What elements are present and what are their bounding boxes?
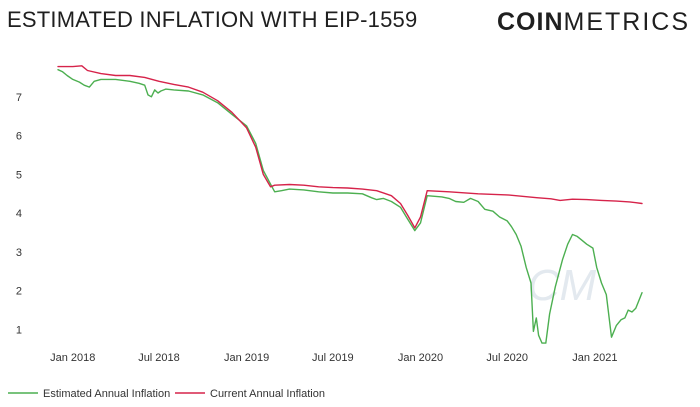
y-axis: 1 2 3 4 5 6 7 (16, 92, 22, 337)
y-tick-label: 3 (16, 247, 22, 259)
legend-label: Current Annual Inflation (210, 388, 325, 400)
y-tick-label: 4 (16, 208, 22, 220)
y-tick-label: 5 (16, 169, 22, 181)
legend: Estimated Annual Inflation Current Annual… (8, 388, 325, 400)
watermark: CM (528, 261, 597, 310)
x-tick-label: Jul 2020 (486, 352, 528, 364)
y-tick-label: 7 (16, 92, 22, 104)
x-tick-label: Jan 2018 (50, 352, 95, 364)
x-tick-label: Jan 2019 (224, 352, 269, 364)
x-tick-label: Jan 2020 (398, 352, 443, 364)
current-inflation-line (57, 65, 643, 229)
legend-label: Estimated Annual Inflation (43, 388, 170, 400)
chart-title: ESTIMATED INFLATION WITH EIP-1559 (7, 7, 418, 32)
brand-bold: COIN (497, 8, 564, 36)
watermark-text: CM (528, 261, 597, 310)
x-tick-label: Jul 2019 (312, 352, 354, 364)
x-tick-label: Jul 2018 (138, 352, 180, 364)
estimated-inflation-line (57, 69, 643, 344)
x-axis: Jan 2018 Jul 2018 Jan 2019 Jul 2019 Jan 2020… (50, 352, 617, 364)
brand-light: METRICS (563, 8, 690, 36)
y-tick-label: 2 (16, 286, 22, 298)
series-lines (57, 65, 643, 344)
x-tick-label: Jan 2021 (572, 352, 617, 364)
coinmetrics-logo: COINMETRICS (497, 8, 690, 37)
y-tick-label: 1 (16, 324, 22, 336)
y-tick-label: 6 (16, 131, 22, 143)
